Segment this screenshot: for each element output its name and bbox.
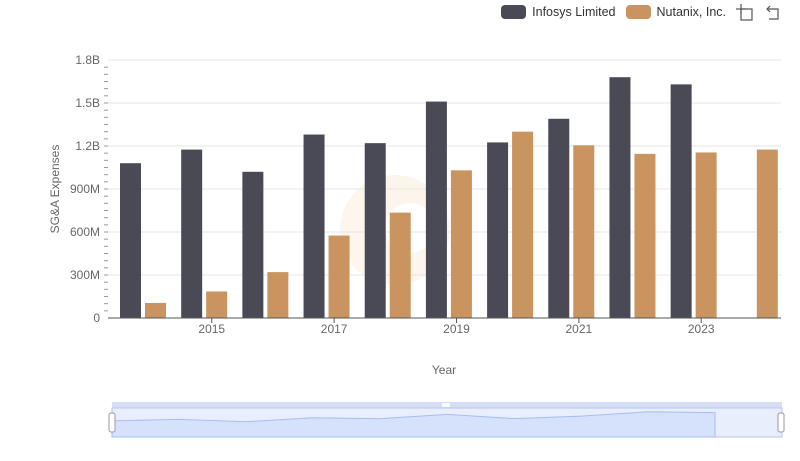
bar-nutanix-2018[interactable]	[389, 212, 411, 318]
bar-infosys-2016[interactable]	[242, 171, 264, 318]
x-tick-labels: 2015 2017 2019 2021 2023	[198, 318, 715, 336]
reset-zoom-icon[interactable]	[764, 3, 782, 21]
y-tick-label: 1.8B	[75, 53, 100, 67]
bar-infosys-2014[interactable]	[120, 163, 141, 318]
bar-nutanix-2019[interactable]	[450, 170, 472, 318]
bar-infosys-2017[interactable]	[303, 134, 325, 318]
bars	[120, 77, 778, 319]
bar-infosys-2023[interactable]	[670, 84, 692, 318]
navigator-grip[interactable]	[442, 403, 450, 407]
legend-item-nutanix[interactable]: Nutanix, Inc.	[625, 5, 726, 19]
navigator-left-handle[interactable]	[108, 412, 116, 433]
bar-infosys-2022[interactable]	[609, 77, 631, 318]
zoom-select-icon[interactable]	[736, 3, 754, 21]
legend: Infosys Limited Nutanix, Inc.	[501, 3, 782, 21]
legend-label-nutanix: Nutanix, Inc.	[656, 5, 726, 19]
y-minor-ticks	[104, 66, 108, 312]
bar-nutanix-2020[interactable]	[512, 131, 534, 318]
navigator-series-area	[111, 411, 716, 438]
bar-infosys-2021[interactable]	[548, 118, 570, 319]
bar-infosys-2020[interactable]	[487, 142, 509, 318]
x-tick-label: 2017	[321, 322, 348, 336]
bar-nutanix-2023[interactable]	[695, 152, 717, 318]
x-tick-label: 2019	[443, 322, 470, 336]
x-axis-title: Year	[432, 363, 456, 377]
y-tick-label: 1.2B	[75, 139, 100, 153]
y-axis-title: SG&A Expenses	[48, 145, 62, 234]
y-tick-label: 600M	[70, 225, 100, 239]
y-tick-labels: 0 300M 600M 900M 1.2B 1.5B 1.8B	[70, 53, 100, 325]
legend-swatch-infosys	[501, 5, 527, 19]
bar-nutanix-2022[interactable]	[634, 153, 656, 318]
y-tick-label: 300M	[70, 268, 100, 282]
legend-label-infosys: Infosys Limited	[532, 5, 616, 19]
navigator-right-handle[interactable]	[777, 412, 785, 433]
legend-item-infosys[interactable]: Infosys Limited	[501, 5, 616, 19]
legend-swatch-nutanix	[625, 5, 651, 19]
x-tick-label: 2021	[566, 322, 593, 336]
bar-nutanix-2014[interactable]	[145, 302, 166, 318]
bar-nutanix-2016[interactable]	[267, 272, 289, 318]
x-tick-label: 2015	[198, 322, 225, 336]
bar-nutanix-2021[interactable]	[573, 145, 595, 318]
y-tick-label: 900M	[70, 182, 100, 196]
bar-nutanix-2024[interactable]	[756, 149, 778, 318]
y-tick-label: 1.5B	[75, 96, 100, 110]
y-tick-label: 0	[93, 311, 100, 325]
x-tick-label: 2023	[688, 322, 715, 336]
bar-infosys-2015[interactable]	[181, 149, 203, 318]
bar-nutanix-2015[interactable]	[206, 291, 228, 318]
navigator[interactable]	[108, 402, 785, 438]
bar-infosys-2018[interactable]	[364, 143, 386, 318]
bar-infosys-2019[interactable]	[425, 101, 447, 318]
bar-nutanix-2017[interactable]	[328, 235, 350, 318]
